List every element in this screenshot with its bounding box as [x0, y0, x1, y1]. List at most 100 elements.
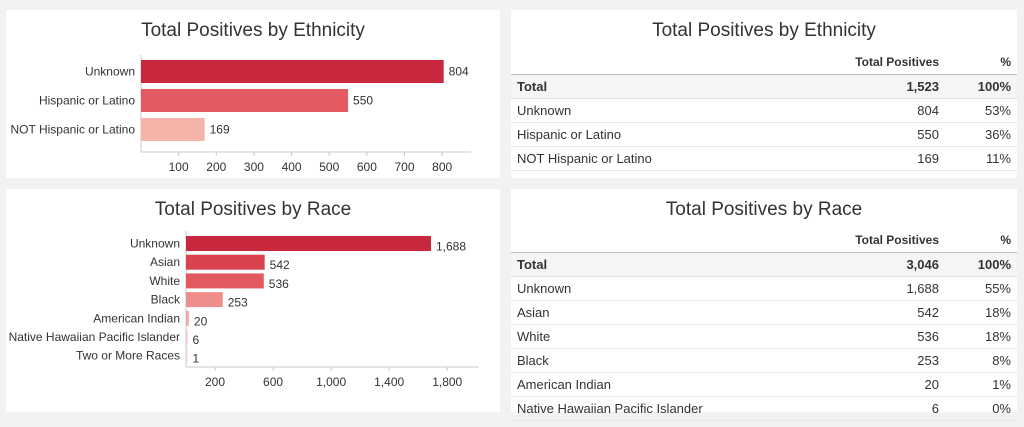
data-label: 1: [193, 352, 200, 366]
race-chart-title: Total Positives by Race: [154, 199, 352, 220]
bar: [186, 254, 265, 270]
category-label: Native Hawaiian Pacific Islander: [9, 330, 180, 344]
category-label: Black: [151, 293, 181, 307]
race-chart-panel: Total Positives by Race Unknown 1,688 Asia…: [6, 189, 500, 412]
row-pct: 0%: [945, 396, 1017, 421]
row-pct: 36%: [945, 122, 1017, 147]
bar: [141, 118, 205, 141]
race-table: Total Positives % Total 3,046 100% Unkno…: [511, 228, 1017, 421]
table-total-row: Total 3,046 100%: [511, 252, 1017, 277]
total-label: Total: [511, 252, 803, 277]
row-count: 1,688: [803, 276, 945, 301]
total-pct: 100%: [945, 74, 1017, 99]
data-label: 20: [194, 314, 208, 328]
race-chart: Unknown 1,688 Asian 542 White 536 Black 253 Amer…: [9, 231, 479, 389]
bar: [186, 329, 188, 345]
ethnicity-table: Total Positives % Total 1,523 100% Unkno…: [511, 50, 1017, 171]
table-row: Unknown 804 53%: [511, 98, 1017, 123]
row-label: Native Hawaiian Pacific Islander: [511, 396, 803, 421]
table-row: Hispanic or Latino 550 36%: [511, 122, 1017, 147]
table-total-row: Total 1,523 100%: [511, 74, 1017, 99]
total-label: Total: [511, 74, 803, 99]
col-header-percent[interactable]: %: [945, 228, 1017, 253]
row-count: 169: [803, 146, 945, 171]
ethnicity-chart: Unknown 804 Hispanic or Latino 550 NOT Hispa…: [11, 55, 471, 174]
row-pct: 1%: [945, 372, 1017, 397]
race-table-panel: Total Positives by Race Total Positives …: [511, 189, 1017, 421]
row-pct: 18%: [945, 324, 1017, 349]
table-row: Black 253 8%: [511, 348, 1017, 373]
data-label: 542: [270, 258, 290, 272]
row-label: American Indian: [511, 372, 803, 397]
table-header-row: Total Positives %: [511, 50, 1017, 75]
category-label: Asian: [150, 255, 180, 269]
data-label: 253: [228, 296, 248, 310]
x-tick-label: 400: [282, 160, 302, 174]
x-tick-label: 700: [395, 160, 415, 174]
row-label: Unknown: [511, 98, 803, 123]
row-pct: 8%: [945, 348, 1017, 373]
data-label: 169: [210, 123, 230, 137]
table-header-row: Total Positives %: [511, 228, 1017, 253]
row-count: 536: [803, 324, 945, 349]
row-label: White: [511, 324, 803, 349]
row-pct: 11%: [945, 146, 1017, 171]
row-count: 253: [803, 348, 945, 373]
row-count: 550: [803, 122, 945, 147]
row-label: Asian: [511, 300, 803, 325]
row-label: Hispanic or Latino: [511, 122, 803, 147]
data-label: 550: [353, 94, 373, 108]
table-row: Native Hawaiian Pacific Islander 6 0%: [511, 396, 1017, 421]
col-header-total-positives[interactable]: Total Positives: [803, 50, 945, 75]
table-row: NOT Hispanic or Latino 169 11%: [511, 146, 1017, 171]
category-label: American Indian: [93, 311, 180, 325]
bar: [141, 60, 444, 83]
table-row: White 536 18%: [511, 324, 1017, 349]
total-count: 1,523: [803, 74, 945, 99]
race-table-title: Total Positives by Race: [665, 199, 863, 220]
row-pct: 18%: [945, 300, 1017, 325]
row-pct: 53%: [945, 98, 1017, 123]
category-label: White: [149, 274, 180, 288]
col-header-percent[interactable]: %: [945, 50, 1017, 75]
ethnicity-chart-title: Total Positives by Ethnicity: [141, 20, 365, 41]
bar: [186, 273, 264, 289]
bar: [186, 236, 431, 251]
data-label: 536: [269, 277, 289, 291]
row-count: 804: [803, 98, 945, 123]
row-count: 6: [803, 396, 945, 421]
x-tick-label: 300: [244, 160, 264, 174]
category-label: Unknown: [130, 237, 180, 251]
x-tick-label: 100: [169, 160, 189, 174]
bar: [186, 310, 189, 326]
x-tick-label: 800: [432, 160, 452, 174]
table-row: American Indian 20 1%: [511, 372, 1017, 397]
bar: [141, 89, 349, 112]
x-tick-label: 1,000: [316, 375, 346, 389]
x-tick-label: 600: [357, 160, 377, 174]
data-label: 6: [193, 333, 200, 347]
x-tick-label: 200: [205, 375, 225, 389]
x-tick-label: 1,400: [374, 375, 404, 389]
total-count: 3,046: [803, 252, 945, 277]
category-label: Unknown: [85, 65, 135, 79]
ethnicity-chart-panel: Total Positives by Ethnicity Unknown 804 H…: [6, 10, 500, 178]
total-pct: 100%: [945, 252, 1017, 277]
row-label: Unknown: [511, 276, 803, 301]
bar: [186, 348, 188, 364]
table-row: Unknown 1,688 55%: [511, 276, 1017, 301]
row-label: Black: [511, 348, 803, 373]
col-header-total-positives[interactable]: Total Positives: [803, 228, 945, 253]
row-count: 542: [803, 300, 945, 325]
row-count: 20: [803, 372, 945, 397]
category-label: Hispanic or Latino: [39, 94, 135, 108]
x-tick-label: 200: [206, 160, 226, 174]
data-label: 1,688: [436, 240, 466, 254]
category-label: Two or More Races: [76, 349, 180, 363]
ethnicity-table-title: Total Positives by Ethnicity: [652, 20, 876, 41]
x-tick-label: 1,800: [432, 375, 462, 389]
x-tick-label: 500: [319, 160, 339, 174]
row-pct: 55%: [945, 276, 1017, 301]
table-row: Asian 542 18%: [511, 300, 1017, 325]
bar: [186, 292, 223, 308]
